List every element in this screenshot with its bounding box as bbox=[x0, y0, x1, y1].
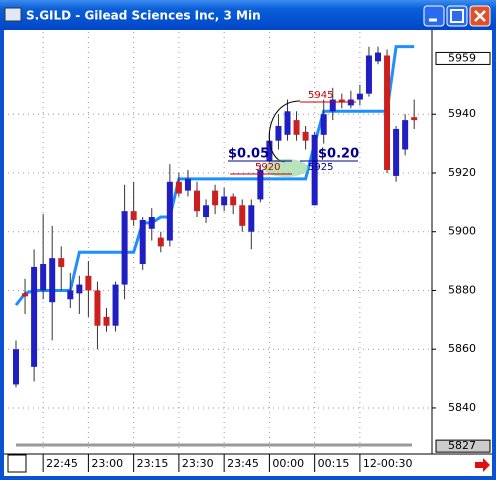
window-title: S.GILD - Gilead Sciences Inc, 3 Min bbox=[26, 9, 261, 23]
candle-body bbox=[67, 290, 74, 300]
candle-body bbox=[384, 55, 391, 171]
step-line bbox=[14, 45, 415, 307]
y-tick-label: 5860 bbox=[448, 342, 476, 355]
candle-body bbox=[402, 120, 409, 150]
candle-body bbox=[40, 264, 47, 291]
candle-body bbox=[221, 196, 228, 206]
candle-body bbox=[239, 205, 246, 226]
candle-body bbox=[157, 237, 164, 247]
y-tick-label: 5880 bbox=[448, 283, 476, 296]
candle-body bbox=[130, 211, 137, 220]
candle-body bbox=[393, 128, 400, 176]
candle-body bbox=[194, 190, 200, 212]
y-tick-label: 5840 bbox=[448, 401, 476, 414]
candle-body bbox=[31, 266, 38, 367]
highlight bbox=[264, 159, 308, 177]
candle-body bbox=[375, 52, 381, 62]
candle-body bbox=[148, 217, 155, 229]
candle-body bbox=[166, 181, 173, 241]
price-marker-box bbox=[435, 51, 491, 65]
candle-body bbox=[230, 196, 237, 206]
annotation: 5945 bbox=[308, 90, 333, 101]
candle-body bbox=[94, 290, 101, 326]
candle-body bbox=[411, 117, 418, 121]
y-tick-label: 5940 bbox=[448, 107, 476, 120]
candle-body bbox=[365, 55, 372, 94]
close-icon bbox=[474, 10, 486, 22]
maximize-icon bbox=[450, 9, 464, 23]
annotation: 5925 bbox=[308, 162, 333, 173]
candle-body bbox=[112, 284, 119, 326]
candle-body bbox=[58, 258, 65, 267]
candle-body bbox=[49, 258, 56, 303]
annotation: $0.20 bbox=[318, 147, 359, 162]
x-tick-label: 23:30 bbox=[182, 457, 214, 470]
candle-body bbox=[356, 93, 363, 100]
candle-body bbox=[139, 219, 146, 265]
candle-body bbox=[121, 211, 128, 285]
price-marker-label: 5827 bbox=[448, 439, 476, 452]
candle-body bbox=[275, 125, 282, 141]
candle-body bbox=[85, 275, 92, 291]
candle-body bbox=[248, 205, 255, 232]
x-tick-label: 00:00 bbox=[272, 457, 304, 470]
price-marker-label: 5959 bbox=[448, 51, 476, 64]
x-tick-label: 23:45 bbox=[227, 457, 259, 470]
candle-body bbox=[22, 293, 29, 297]
candle-body bbox=[13, 349, 19, 385]
candle-body bbox=[320, 114, 327, 135]
corner-box[interactable] bbox=[7, 454, 27, 473]
x-tick-label: 22:45 bbox=[46, 457, 78, 470]
candle-body bbox=[284, 111, 291, 135]
annotation: 5920 bbox=[255, 162, 280, 173]
candle-body bbox=[266, 140, 273, 162]
candle-body bbox=[184, 178, 191, 191]
candle-body bbox=[103, 316, 110, 326]
candle-body bbox=[329, 99, 336, 112]
x-tick-label: 00:15 bbox=[318, 457, 350, 470]
candle-body bbox=[311, 134, 318, 206]
minimize-button[interactable] bbox=[423, 5, 445, 27]
candle-body bbox=[302, 131, 309, 141]
bracket bbox=[268, 100, 301, 163]
annotation: $0.05 bbox=[228, 147, 269, 162]
price-marker-box bbox=[435, 439, 491, 453]
y-tick-label: 5900 bbox=[448, 225, 476, 238]
candle-body bbox=[76, 284, 83, 294]
title-bar bbox=[0, 0, 496, 30]
x-tick-label: 23:00 bbox=[91, 457, 123, 470]
window-buttons bbox=[423, 5, 491, 27]
candle-body bbox=[175, 181, 182, 194]
candle-body bbox=[212, 190, 219, 206]
candle-body bbox=[338, 99, 345, 103]
x-tick-label: 23:15 bbox=[137, 457, 169, 470]
candle-body bbox=[203, 205, 210, 218]
y-tick-label: 5920 bbox=[448, 166, 476, 179]
candle-body bbox=[293, 120, 300, 135]
candle-body bbox=[257, 170, 264, 200]
x-tick-label: 12-00:30 bbox=[363, 457, 413, 470]
client-area bbox=[4, 30, 492, 476]
scroll-arrow[interactable] bbox=[475, 458, 490, 472]
app-icon bbox=[4, 7, 22, 22]
